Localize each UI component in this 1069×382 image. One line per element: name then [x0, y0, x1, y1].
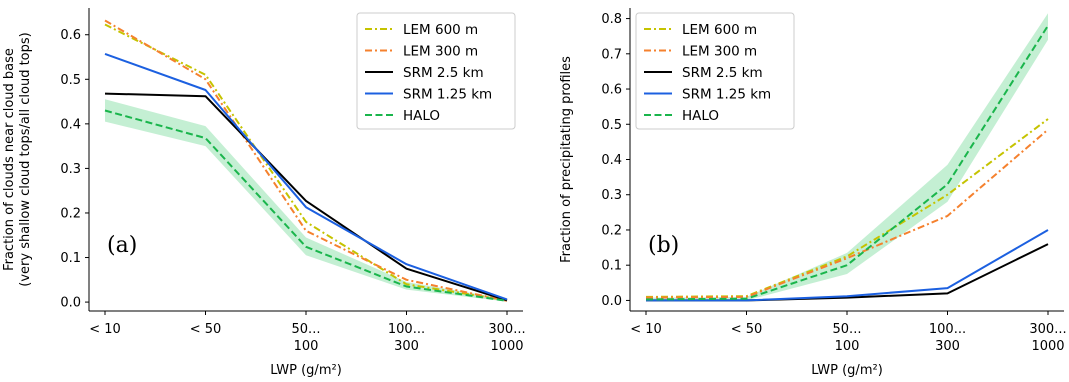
x-tick-label: 100: [294, 339, 319, 354]
x-tick-label: < 10: [630, 322, 662, 337]
y-tick-label: 0.0: [601, 294, 622, 309]
y-tick-label: 0.0: [60, 296, 81, 311]
legend-entry: SRM 1.25 km: [682, 87, 771, 103]
legend-entry: HALO: [682, 108, 719, 124]
legend-entry: LEM 300 m: [403, 44, 478, 60]
y-axis-label: Fraction of precipitating profiles: [559, 56, 574, 263]
x-tick-label: 100: [835, 339, 860, 354]
legend: LEM 600 m LEM 300 m SRM 2.5 km SRM 1.25 km H…: [356, 12, 516, 130]
series-line: [104, 109, 508, 302]
legend-box: [356, 12, 516, 130]
legend-entry: HALO: [403, 108, 440, 124]
series-line: [646, 229, 1049, 302]
y-tick-label: 0.4: [60, 117, 81, 132]
x-tick-label: 100...: [929, 322, 966, 337]
x-tick-label: 300: [935, 339, 960, 354]
x-tick-label: 300: [394, 339, 419, 354]
legend-entry: LEM 300 m: [682, 44, 757, 60]
legend-entry: SRM 2.5 km: [403, 65, 484, 81]
y-tick-label: 0.5: [601, 118, 622, 133]
y-tick-label: 0.6: [601, 83, 622, 98]
legend-entry: SRM 2.5 km: [682, 65, 763, 81]
series-line: [104, 23, 508, 302]
y-tick-label: 0.1: [601, 259, 622, 274]
x-tick-label: 50...: [292, 322, 321, 337]
x-axis-label: LWP (g/m²): [811, 363, 883, 378]
x-tick-label: < 10: [89, 322, 121, 337]
legend-entry: LEM 600 m: [682, 22, 757, 38]
panel-label: (b): [648, 233, 679, 258]
legend-entry: SRM 1.25 km: [403, 87, 492, 103]
legend-box: [635, 12, 795, 130]
x-tick-label: 1000: [1031, 339, 1064, 354]
y-tick-label: 0.6: [60, 28, 81, 43]
x-tick-label: 1000: [490, 339, 523, 354]
y-tick-label: 0.3: [60, 162, 81, 177]
chart-panel-a: 0.0 0.1 0.2 0.3 0.4 0.5 0.6 < 10 < 50 50... 100 100…: [2, 8, 526, 378]
x-tick-label: < 50: [190, 322, 222, 337]
x-tick-label: 300...: [1029, 322, 1066, 337]
legend: LEM 600 m LEM 300 m SRM 2.5 km SRM 1.25 km H…: [635, 12, 795, 130]
panel-label: (a): [107, 233, 137, 258]
x-tick-label: 50...: [833, 322, 862, 337]
y-tick-label: 0.2: [60, 206, 81, 221]
x-axis-label: LWP (g/m²): [270, 363, 342, 378]
legend-entry: LEM 600 m: [403, 22, 478, 38]
series-line: [645, 25, 1049, 301]
y-axis-label: (very shallow cloud tops/all cloud tops): [18, 32, 33, 286]
y-tick-label: 0.1: [60, 251, 81, 266]
x-tick-label: 300...: [488, 322, 525, 337]
y-tick-label: 0.8: [601, 12, 622, 27]
y-tick-label: 0.4: [601, 153, 622, 168]
uncertainty-band: [646, 13, 1048, 301]
y-tick-label: 0.2: [601, 223, 622, 238]
y-tick-label: 0.5: [60, 73, 81, 88]
y-tick-label: 0.7: [601, 47, 622, 62]
series-line: [645, 128, 1049, 299]
chart-panel-b: 0.0 0.1 0.2 0.3 0.4 0.5 0.6 0.7 0.8 < 10 < 50 50...…: [559, 8, 1067, 378]
uncertainty-band: [105, 99, 507, 302]
series-line: [104, 19, 508, 302]
y-tick-label: 0.3: [601, 188, 622, 203]
y-axis-label: Fraction of clouds near cloud base: [2, 48, 17, 271]
x-tick-label: 100...: [388, 322, 425, 337]
series-line: [104, 52, 508, 301]
x-tick-label: < 50: [731, 322, 763, 337]
series-line: [104, 92, 508, 302]
